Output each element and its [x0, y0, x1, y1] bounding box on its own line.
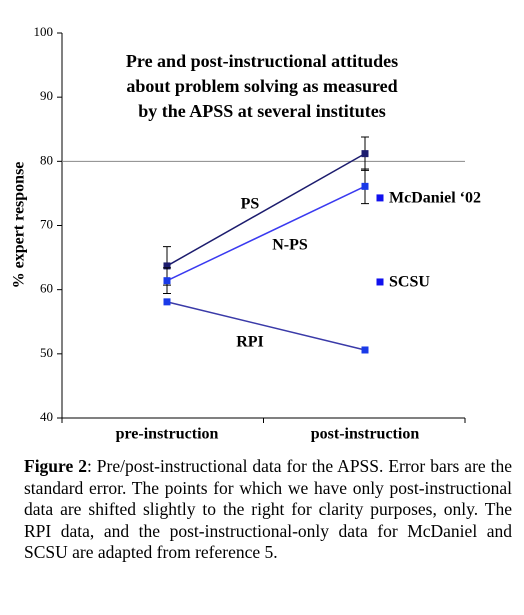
- data-point: [376, 194, 384, 202]
- caption: Figure 2: Pre/post-instructional data fo…: [24, 456, 512, 564]
- chart: % expert response Pre and post-instructi…: [11, 24, 481, 443]
- series-label: PS: [241, 196, 260, 213]
- y-tick-label: 70: [40, 216, 53, 231]
- data-point: [163, 298, 171, 306]
- series-line: [166, 185, 366, 282]
- series-label: McDaniel ‘02: [389, 190, 481, 207]
- caption-text: : Pre/post-instructional data for the AP…: [24, 456, 512, 562]
- data-point: [361, 182, 369, 190]
- data-point: [361, 346, 369, 354]
- y-tick-label: 90: [40, 88, 53, 103]
- y-tick-label: 100: [34, 24, 54, 39]
- data-point: [163, 262, 171, 270]
- data-point: [163, 277, 171, 285]
- data-point: [361, 150, 369, 158]
- caption-label: Figure 2: [24, 456, 87, 476]
- series-line: [166, 301, 366, 351]
- y-axis-label: % expert response: [11, 162, 28, 289]
- y-tick-label: 80: [40, 152, 53, 167]
- x-tick-label: post-instruction: [311, 426, 420, 443]
- chart-title: about problem solving as measured: [126, 76, 397, 96]
- series-label: SCSU: [389, 274, 430, 291]
- chart-title: by the APSS at several institutes: [138, 101, 386, 121]
- x-tick-label: pre-instruction: [116, 426, 219, 443]
- data-point: [376, 278, 384, 286]
- y-tick-label: 40: [40, 409, 53, 424]
- series-label: N-PS: [272, 237, 308, 254]
- chart-title: Pre and post-instructional attitudes: [126, 51, 398, 71]
- y-tick-label: 50: [40, 345, 53, 360]
- series-label: RPI: [236, 334, 264, 351]
- y-tick-label: 60: [40, 281, 53, 296]
- series-line: [166, 152, 366, 267]
